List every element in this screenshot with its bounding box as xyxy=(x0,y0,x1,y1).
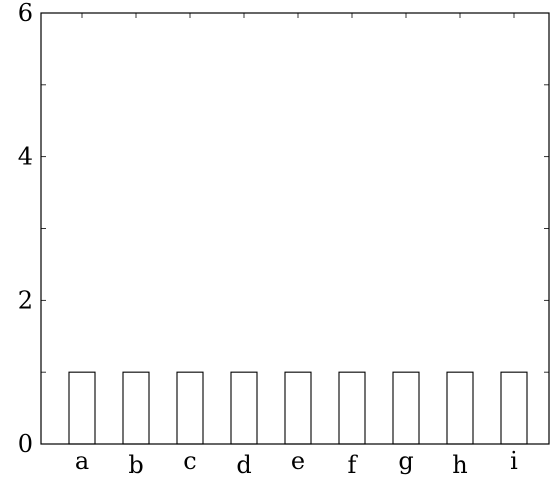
x-tick-label-c: c xyxy=(183,447,196,475)
bar-d xyxy=(230,371,258,445)
y-tick-label: 0 xyxy=(18,430,33,458)
y-tick-label: 4 xyxy=(18,143,33,171)
bar-b xyxy=(122,371,150,445)
bar-h xyxy=(446,371,474,445)
x-tick-label-d: d xyxy=(236,451,251,479)
bars-layer xyxy=(68,371,528,445)
bar-e xyxy=(284,371,312,445)
y-tick-label: 6 xyxy=(18,0,33,27)
x-tick-label-a: a xyxy=(75,447,89,475)
labels-layer: 0 2 4 6 a b c d e f g h i xyxy=(18,0,518,479)
y-tick-label: 2 xyxy=(18,286,33,314)
x-tick-label-e: e xyxy=(291,447,305,475)
x-tick-label-g: g xyxy=(398,447,413,475)
x-tick-label-i: i xyxy=(510,447,518,475)
bar-a xyxy=(68,371,96,445)
x-tick-label-f: f xyxy=(348,451,359,479)
x-tick-label-b: b xyxy=(128,451,143,479)
bar-i xyxy=(500,371,528,445)
bar-g xyxy=(392,371,420,445)
x-tick-label-h: h xyxy=(452,451,467,479)
plot-frame xyxy=(40,12,550,445)
bar-c xyxy=(176,371,204,445)
bar-f xyxy=(338,371,366,445)
